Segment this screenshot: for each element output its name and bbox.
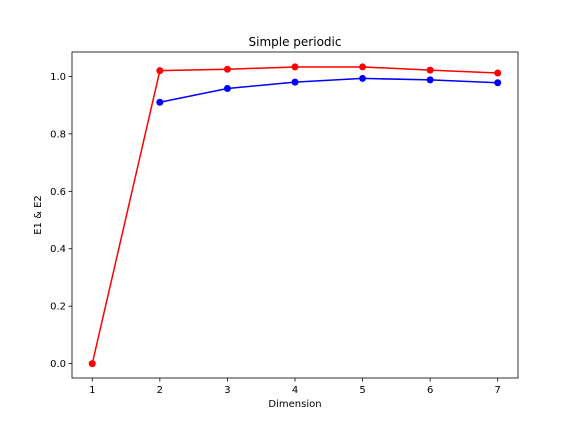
y-axis-ticks: 0.0 0.2 0.4 0.6 0.8 1.0 (50, 72, 72, 370)
series-line (159, 77, 498, 103)
x-tick-label: 5 (359, 385, 365, 396)
y-tick-label: 0.0 (50, 359, 66, 370)
x-tick-label: 3 (224, 385, 230, 396)
y-tick-label: 0.4 (50, 244, 66, 255)
data-point (223, 84, 231, 92)
y-axis-label: E1 & E2 (33, 195, 44, 235)
data-point (223, 65, 231, 73)
y-tick-label: 1.0 (50, 72, 66, 83)
y-tick-label: 0.2 (50, 302, 66, 313)
data-point (291, 63, 299, 71)
x-tick-label: 7 (495, 385, 501, 396)
data-point (156, 67, 164, 75)
y-tick-label: 0.8 (50, 129, 66, 140)
data-point (426, 76, 434, 84)
chart-title: Simple periodic (249, 35, 342, 49)
plot-area (88, 63, 502, 368)
data-point (426, 66, 434, 74)
x-tick-label: 2 (157, 385, 163, 396)
data-point (291, 78, 299, 86)
data-point (88, 360, 96, 368)
x-tick-label: 6 (427, 385, 433, 396)
data-point (359, 74, 367, 82)
x-tick-label: 1 (89, 385, 95, 396)
data-point (494, 69, 502, 77)
y-tick-label: 0.6 (50, 187, 66, 198)
x-tick-label: 4 (292, 385, 298, 396)
series-2 (156, 74, 502, 106)
x-axis-ticks: 1 2 3 4 5 6 7 (89, 378, 501, 396)
data-point (156, 98, 164, 106)
data-point (359, 63, 367, 71)
series-1 (88, 63, 502, 368)
x-axis-label: Dimension (268, 399, 321, 410)
data-point (494, 79, 502, 87)
